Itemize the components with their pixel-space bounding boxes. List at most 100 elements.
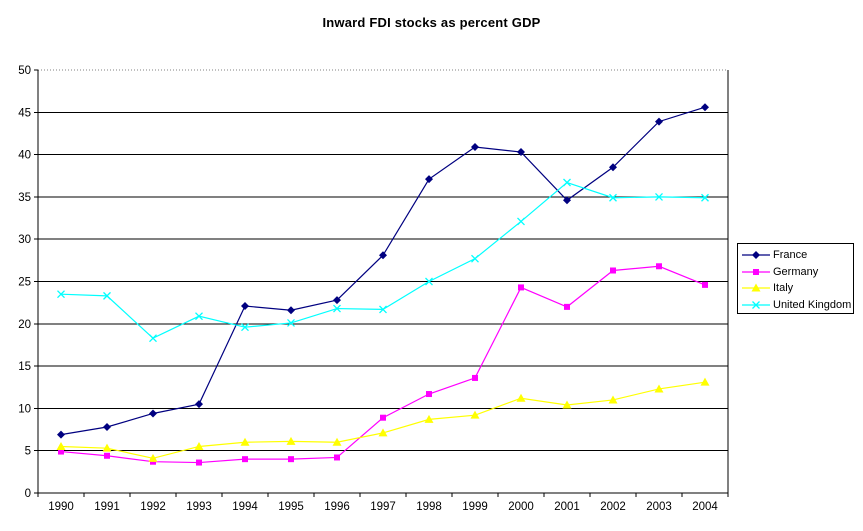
point-germany-marker [288, 456, 294, 463]
point-france-marker [563, 196, 571, 205]
y-axis-label: 15 [18, 361, 31, 373]
legend-item-united-kingdom: United Kingdom [742, 297, 853, 313]
point-italy-marker [194, 441, 204, 450]
x-axis-label: 2004 [692, 501, 718, 513]
legend-item-france: France [742, 247, 853, 263]
point-italy-marker [148, 453, 158, 462]
point-united-kingdom-marker [333, 304, 341, 313]
point-france-marker [701, 103, 709, 112]
point-france-marker [57, 430, 65, 439]
point-france-marker [655, 117, 663, 126]
point-france-marker [287, 306, 295, 315]
x-axis-label: 1991 [94, 501, 120, 513]
chart-title: Inward FDI stocks as percent GDP [322, 15, 541, 30]
point-united-kingdom-marker [655, 192, 663, 201]
point-united-kingdom-marker [609, 193, 617, 202]
y-axis-label: 25 [18, 277, 31, 289]
point-italy-marker [654, 384, 664, 393]
legend-label: Italy [773, 282, 794, 295]
x-axis-label: 1994 [232, 501, 258, 513]
point-italy-marker [470, 410, 480, 419]
x-axis-label: 1990 [48, 501, 74, 513]
point-france-marker [517, 148, 525, 157]
point-italy-marker [102, 443, 112, 452]
legend-label: United Kingdom [773, 298, 852, 311]
point-france-marker [379, 251, 387, 260]
point-united-kingdom-marker [701, 193, 709, 202]
point-germany-marker [472, 374, 478, 381]
point-germany-marker [518, 284, 524, 291]
y-axis-label: 35 [18, 192, 31, 204]
y-axis-label: 45 [18, 107, 31, 119]
x-axis-label: 1999 [462, 501, 488, 513]
point-france-marker [103, 423, 111, 432]
point-united-kingdom-marker [195, 312, 203, 321]
y-axis-label: 5 [25, 446, 31, 458]
x-axis-label: 1996 [324, 501, 350, 513]
x-axis-label: 1998 [416, 501, 442, 513]
point-united-kingdom-marker [563, 178, 571, 187]
x-axis-label: 2000 [508, 501, 534, 513]
x-axis-label: 1993 [186, 501, 212, 513]
point-france-marker [149, 409, 157, 418]
point-united-kingdom-marker [57, 290, 65, 299]
legend: France Germany Italy United Kingdom [737, 243, 854, 314]
united-kingdom-legend-marker-icon [742, 300, 770, 309]
point-united-kingdom-marker [103, 291, 111, 300]
point-united-kingdom-marker [149, 334, 157, 343]
point-france-marker [333, 296, 341, 305]
point-italy-marker [378, 428, 388, 437]
point-france-marker [425, 175, 433, 184]
point-germany-marker [426, 391, 432, 398]
point-italy-marker [516, 393, 526, 402]
legend-label: Germany [773, 265, 819, 278]
point-germany-marker [656, 263, 662, 270]
point-italy-marker [286, 436, 296, 445]
point-france-marker [195, 400, 203, 409]
point-germany-marker [196, 459, 202, 466]
point-germany-marker [334, 454, 340, 461]
point-united-kingdom-marker [471, 254, 479, 263]
italy-legend-marker-icon [742, 283, 770, 292]
point-italy-marker [700, 377, 710, 386]
y-axis-label: 50 [18, 65, 31, 77]
x-axis-label: 2003 [646, 501, 672, 513]
y-axis-label: 30 [18, 234, 31, 246]
point-germany-marker [58, 448, 64, 455]
point-germany-marker [564, 303, 570, 310]
series-line-united-kingdom [60, 181, 706, 339]
point-united-kingdom-marker [425, 277, 433, 286]
x-axis-label: 1995 [278, 501, 304, 513]
point-italy-marker [608, 395, 618, 404]
point-germany-marker [380, 414, 386, 421]
point-france-marker [609, 163, 617, 172]
x-axis-label: 1997 [370, 501, 396, 513]
point-united-kingdom-marker [287, 318, 295, 327]
point-germany-marker [702, 281, 708, 288]
point-germany-marker [610, 267, 616, 274]
point-italy-marker [56, 441, 66, 450]
france-legend-marker-icon [742, 251, 770, 260]
legend-label: France [773, 249, 808, 262]
x-axis-label: 1992 [140, 501, 166, 513]
point-italy-marker [424, 414, 434, 423]
point-france-marker [241, 302, 249, 311]
point-italy-marker [562, 400, 572, 409]
series-line-france [60, 106, 706, 436]
y-axis-label: 10 [18, 403, 31, 415]
point-germany-marker [104, 452, 110, 459]
x-axis-label: 2001 [554, 501, 580, 513]
x-axis-label: 2002 [600, 501, 626, 513]
germany-legend-marker-icon [742, 268, 770, 275]
legend-item-germany: Germany [742, 264, 853, 280]
point-italy-marker [332, 437, 342, 446]
legend-item-italy: Italy [742, 280, 853, 296]
point-italy-marker [240, 437, 250, 446]
y-axis-label: 0 [25, 488, 31, 500]
y-axis-label: 20 [18, 319, 31, 331]
y-axis-label: 40 [18, 150, 31, 162]
point-united-kingdom-marker [241, 323, 249, 332]
point-france-marker [471, 142, 479, 151]
